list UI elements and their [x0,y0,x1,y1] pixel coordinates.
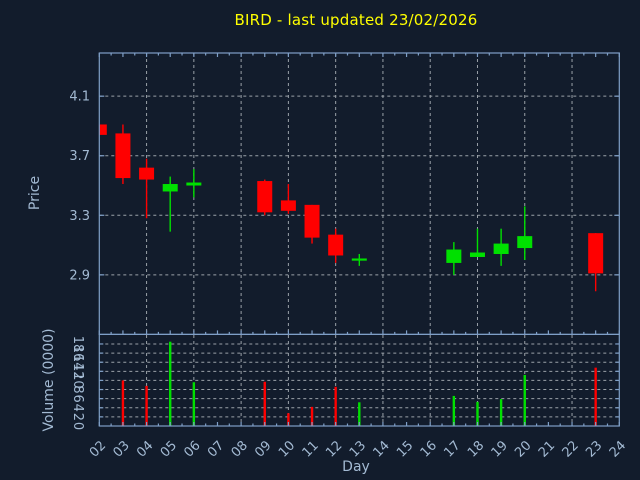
volume-tick-label: 6 [70,395,85,403]
day-tick-label: 19 [489,438,511,460]
candle-body-day-11 [304,204,320,238]
volume-tick-label: 10 [70,372,85,389]
volume-bar-day-03 [121,380,125,426]
volume-tick-label: 14 [70,354,85,371]
volume-tick-label: 8 [70,385,85,393]
day-tick-label: 23 [583,438,605,460]
day-tick-label: 24 [607,438,629,460]
candle-body-day-20 [517,236,533,249]
day-tick-label: 18 [465,438,487,460]
day-tick-label: 04 [134,438,156,460]
price-panel-border [98,52,620,335]
day-tick-label: 20 [512,438,534,460]
candle-body-day-12 [328,234,344,256]
candles-group [99,124,604,292]
candle-body-day-13 [351,258,367,261]
volume-tick-label: 12 [70,363,85,380]
volume-tick-label: 16 [70,345,85,362]
candle-body-day-18 [469,252,485,257]
candle-body-day-23 [588,233,604,274]
candle-body-day-03 [115,133,131,179]
day-tick-label: 16 [418,438,440,460]
day-tick-label: 08 [229,438,251,460]
volume-bar-day-10 [287,413,290,426]
volume-bar-day-19 [499,399,503,426]
candle-body-day-09 [257,181,273,213]
chart-title: BIRD - last updated 23/02/2026 [234,11,478,29]
day-tick-label: 11 [300,438,322,460]
price-tick-label: 3.7 [69,149,90,164]
volume-bar-day-17 [452,395,456,426]
volume-bar-day-18 [476,401,479,426]
candle-body-day-17 [446,249,462,263]
candle-body-day-05 [162,184,178,192]
volume-tick-label: 0 [70,422,85,430]
day-tick-label: 03 [110,438,132,460]
day-tick-label: 02 [87,438,109,460]
volume-bar-day-06 [192,382,196,426]
price-tick-label: 3.3 [69,209,90,224]
volume-bar-day-12 [334,386,337,426]
volume-tick-label: 2 [70,413,85,421]
volume-bar-day-13 [358,402,361,426]
day-tick-label: 17 [441,438,463,460]
day-tick-label: 06 [181,438,203,460]
day-tick-label: 05 [158,438,180,460]
day-tick-label: 09 [252,438,274,460]
price-axis-label: Price [27,175,43,211]
volume-bar-day-11 [310,406,314,426]
day-tick-label: 10 [276,438,298,460]
day-tick-label: 12 [323,438,345,460]
candle-body-day-04 [139,167,155,180]
volume-axis-label: Volume (0000) [41,328,57,432]
day-axis-label: Day [342,459,370,475]
candle-body-day-19 [493,243,509,254]
candle-body-day-10 [280,200,296,211]
volume-bar-day-20 [523,374,526,426]
day-tick-label: 13 [347,438,369,460]
volume-bar-day-04 [145,385,148,426]
volume-bar-day-09 [263,381,266,426]
volume-bar-day-05 [169,341,172,426]
volume-bar-day-23 [594,367,597,426]
candle-body-day-02 [99,124,107,135]
price-tick-label: 4.1 [69,90,90,105]
day-tick-label: 14 [370,438,392,460]
candle-body-day-06 [186,182,202,186]
price-tick-label: 2.9 [69,268,90,283]
day-tick-label: 21 [536,438,558,460]
day-tick-label: 07 [205,438,227,460]
volume-tick-label: 4 [70,404,85,412]
day-tick-label: 22 [560,438,582,460]
volume-tick-label: 18 [70,336,85,353]
day-tick-label: 15 [394,438,416,460]
